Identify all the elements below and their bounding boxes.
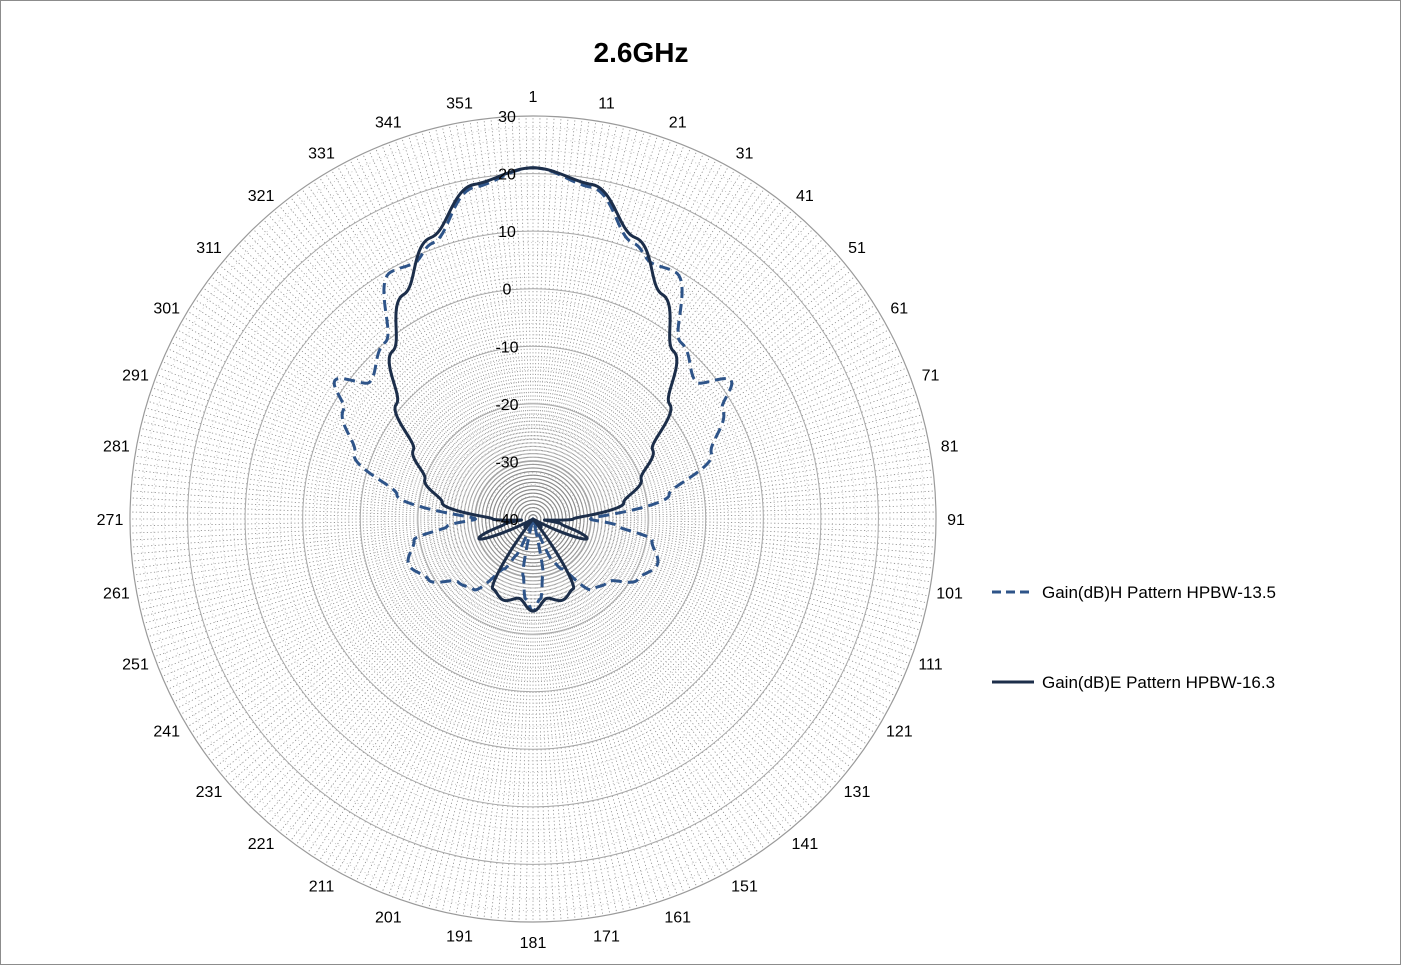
grid-minor-ring — [164, 150, 902, 888]
grid-ring — [129, 115, 937, 923]
angle-tick-label: 171 — [593, 929, 620, 946]
radial-tick-label: 20 — [498, 167, 516, 184]
radial-tick-label: -10 — [495, 339, 518, 356]
angle-tick-label: 181 — [520, 935, 547, 952]
legend-label-e-pattern: Gain(dB)E Pattern HPBW-16.3 — [1042, 673, 1275, 692]
grid-minor-ring — [371, 357, 695, 681]
grid-minor-ring — [429, 415, 637, 623]
grid-minor-ring — [152, 138, 914, 900]
angle-tick-label: 81 — [941, 439, 959, 456]
angle-tick-label: 111 — [918, 657, 942, 674]
angle-tick-label: 121 — [886, 724, 913, 741]
legend-entry-e-pattern: Gain(dB)E Pattern HPBW-16.3 — [992, 673, 1275, 692]
grid-minor-ring — [325, 311, 741, 727]
series-layer — [332, 166, 734, 613]
grid-minor-ring — [348, 334, 718, 704]
angle-tick-label: 211 — [309, 878, 335, 895]
radial-tick-labels: -40 -30 -20 -10 0 10 20 30 — [495, 109, 518, 529]
angle-tick-label: 221 — [248, 836, 275, 853]
angle-tick-label: 151 — [731, 878, 758, 895]
polar-grid — [129, 115, 937, 923]
angle-tick-label: 341 — [375, 115, 402, 132]
grid-minor-ring — [394, 380, 672, 658]
grid-minor-ring — [382, 368, 684, 670]
angle-tick-label: 231 — [196, 784, 223, 801]
angle-tick-label: 71 — [922, 367, 940, 384]
angle-tick-label: 241 — [153, 724, 180, 741]
grid-minor-ring — [336, 322, 730, 716]
grid-minor-ring — [198, 184, 868, 854]
angle-tick-label: 1 — [529, 89, 538, 106]
angle-tick-label: 261 — [103, 586, 130, 603]
radial-tick-label: -30 — [495, 454, 518, 471]
angle-tick-label: 61 — [890, 301, 908, 318]
angle-tick-label: 41 — [796, 188, 814, 205]
radial-tick-label: 0 — [503, 282, 512, 299]
radial-tick-label: 10 — [498, 224, 516, 241]
grid-ring — [359, 345, 707, 693]
radial-tick-label: -40 — [495, 512, 518, 529]
angle-tick-label: 161 — [664, 910, 691, 927]
angle-tick-label: 201 — [375, 910, 402, 927]
angle-tick-label: 191 — [446, 929, 473, 946]
grid-minor-ring — [256, 242, 810, 796]
radial-tick-label: 30 — [498, 109, 516, 126]
grid-minor-ring — [486, 472, 580, 566]
grid-minor-ring — [221, 207, 845, 831]
grid-minor-ring — [463, 449, 603, 589]
angle-tick-label: 101 — [936, 586, 963, 603]
angle-labels: 1 112131415161718191101111121131141151161… — [97, 89, 965, 952]
grid-ring — [187, 173, 879, 865]
radial-tick-label: -20 — [495, 397, 518, 414]
legend: Gain(dB)H Pattern HPBW-13.5 Gain(dB)E Pa… — [992, 583, 1276, 692]
angle-tick-label: 281 — [103, 439, 130, 456]
series-line-e-pattern — [387, 166, 679, 613]
grid-minor-ring — [267, 253, 799, 785]
grid-ring — [244, 230, 822, 808]
angle-tick-label: 141 — [792, 836, 819, 853]
angle-tick-label: 91 — [947, 512, 965, 529]
angle-tick-label: 11 — [598, 95, 615, 112]
grid-minor-ring — [233, 219, 833, 819]
angle-tick-label: 311 — [196, 240, 222, 257]
angle-tick-label: 31 — [736, 146, 754, 163]
angle-tick-label: 331 — [308, 146, 335, 163]
legend-label-h-pattern: Gain(dB)H Pattern HPBW-13.5 — [1042, 583, 1276, 602]
angle-tick-label: 271 — [97, 512, 124, 529]
legend-entry-h-pattern: Gain(dB)H Pattern HPBW-13.5 — [992, 583, 1276, 602]
grid-minor-ring — [210, 196, 856, 842]
angle-tick-label: 51 — [848, 240, 866, 257]
grid-minor-ring — [175, 161, 891, 877]
angle-tick-label: 351 — [446, 95, 473, 112]
angle-tick-label: 321 — [248, 188, 275, 205]
grid-minor-ring — [405, 391, 661, 647]
angle-tick-label: 21 — [669, 115, 687, 132]
angle-tick-label: 251 — [122, 657, 149, 674]
angle-tick-label: 301 — [153, 301, 180, 318]
angle-tick-label: 131 — [844, 784, 871, 801]
chart-title: 2.6GHz — [594, 37, 689, 68]
grid-ring — [302, 288, 764, 750]
angle-tick-label: 291 — [122, 367, 149, 384]
grid-minor-ring — [452, 438, 614, 600]
grid-ring — [417, 403, 649, 635]
grid-minor-ring — [141, 127, 925, 911]
